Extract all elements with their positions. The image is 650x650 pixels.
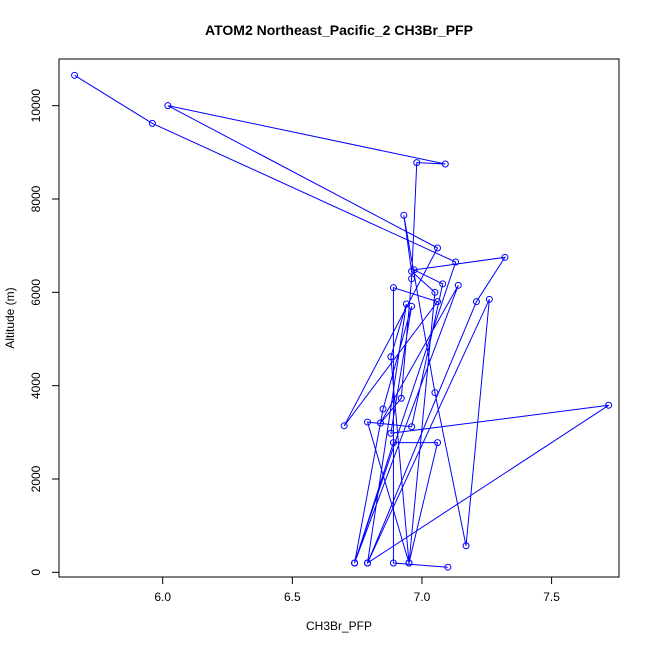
data-point [364, 559, 372, 567]
data-point [387, 353, 395, 361]
data-point [364, 418, 372, 426]
y-tick-label: 10000 [29, 89, 43, 123]
series-line [74, 74, 609, 568]
y-tick-label: 4000 [29, 372, 43, 399]
data-point [462, 542, 470, 550]
data-point [454, 281, 462, 289]
data-point [71, 71, 79, 79]
data-point [431, 389, 439, 397]
data-point [605, 401, 613, 409]
series-layer [74, 74, 609, 568]
x-axis-label: CH3Br_PFP [306, 619, 372, 633]
data-point [387, 429, 395, 437]
data-point [397, 394, 405, 402]
data-point [431, 288, 439, 296]
data-point [441, 160, 449, 168]
data-point [389, 284, 397, 292]
data-point [376, 419, 384, 427]
data-point [405, 559, 413, 567]
y-axis-label: Altitude (m) [3, 287, 17, 348]
data-point [379, 405, 387, 413]
data-point [434, 298, 442, 306]
data-point [408, 275, 416, 283]
plot-frame [58, 58, 620, 578]
y-tick-label: 8000 [29, 185, 43, 212]
data-point [439, 280, 447, 288]
data-point [434, 439, 442, 447]
data-point [389, 439, 397, 447]
data-point [472, 298, 480, 306]
x-tick-label: 7.5 [543, 590, 560, 604]
data-point [148, 119, 156, 127]
data-point [408, 423, 416, 431]
data-point [340, 422, 348, 430]
x-tick-label: 6.0 [154, 590, 171, 604]
data-point [485, 295, 493, 303]
data-point [351, 559, 359, 567]
points-layer [71, 71, 613, 571]
data-point [164, 102, 172, 110]
data-point [389, 559, 397, 567]
data-point [402, 300, 410, 308]
data-point [434, 244, 442, 252]
data-point [413, 159, 421, 167]
y-axis: 0 2000 4000 6000 8000 10000 [29, 89, 59, 576]
data-point [444, 563, 452, 571]
x-tick-label: 7.0 [414, 590, 431, 604]
data-point [501, 253, 509, 261]
data-point [452, 258, 460, 266]
x-axis: 6.0 6.5 7.0 7.5 [154, 577, 560, 604]
y-tick-label: 0 [29, 569, 43, 576]
y-tick-label: 6000 [29, 279, 43, 306]
data-point [410, 266, 418, 274]
data-point [400, 211, 408, 219]
x-tick-label: 6.5 [284, 590, 301, 604]
chart-title: ATOM2 Northeast_Pacific_2 CH3Br_PFP [205, 22, 473, 38]
y-tick-label: 2000 [29, 465, 43, 492]
